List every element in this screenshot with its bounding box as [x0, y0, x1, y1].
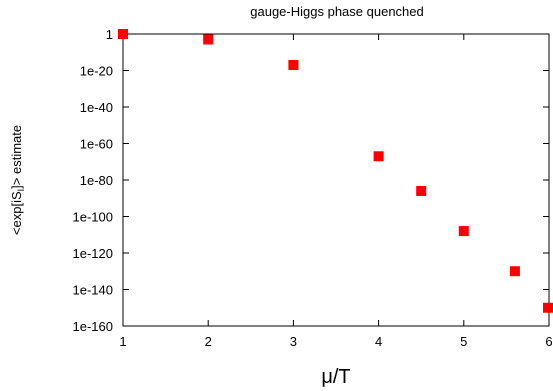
- y-axis-label: <exp[iSI]> estimate: [9, 125, 26, 235]
- data-point: [416, 185, 427, 196]
- y-tick-label: 1e-80: [80, 173, 113, 188]
- x-tick-label: 2: [205, 334, 212, 349]
- y-tick-label: 1e-100: [73, 210, 113, 225]
- x-axis: 1 2 3 4 5 6: [119, 34, 553, 349]
- y-tick-label: 1e-120: [73, 246, 113, 261]
- y-tick-label: 1e-40: [80, 100, 113, 115]
- data-points: [118, 29, 553, 313]
- plot-area-frame: [122, 33, 550, 327]
- y-tick-label: 1e-160: [73, 319, 113, 334]
- y-axis: 1 1e-20 1e-40 1e-60 1e-80 1e-100 1e-120 1e-140 1…: [73, 27, 549, 334]
- x-tick-label: 4: [375, 334, 382, 349]
- y-tick-label: 1e-20: [80, 64, 113, 79]
- data-point: [373, 151, 384, 162]
- data-point: [458, 226, 469, 237]
- y-axis-label-subscript: I: [16, 189, 26, 192]
- y-axis-label-main: <exp[iS: [9, 191, 24, 235]
- x-axis-label: μ/T: [321, 366, 350, 388]
- x-tick-label: 5: [460, 334, 467, 349]
- data-point: [118, 29, 128, 39]
- x-tick-label: 3: [290, 334, 297, 349]
- y-tick-label: 1e-60: [80, 137, 113, 152]
- y-tick-label: 1e-140: [73, 283, 113, 298]
- y-tick-label: 1: [106, 27, 113, 42]
- data-point: [543, 302, 553, 313]
- x-tick-label: 1: [119, 334, 126, 349]
- data-point: [509, 266, 520, 277]
- data-point: [288, 60, 299, 71]
- data-point: [203, 34, 214, 45]
- x-tick-label: 6: [545, 334, 552, 349]
- y-axis-label-tail: ]> estimate: [9, 125, 24, 189]
- chart-title: gauge-Higgs phase quenched: [250, 4, 423, 19]
